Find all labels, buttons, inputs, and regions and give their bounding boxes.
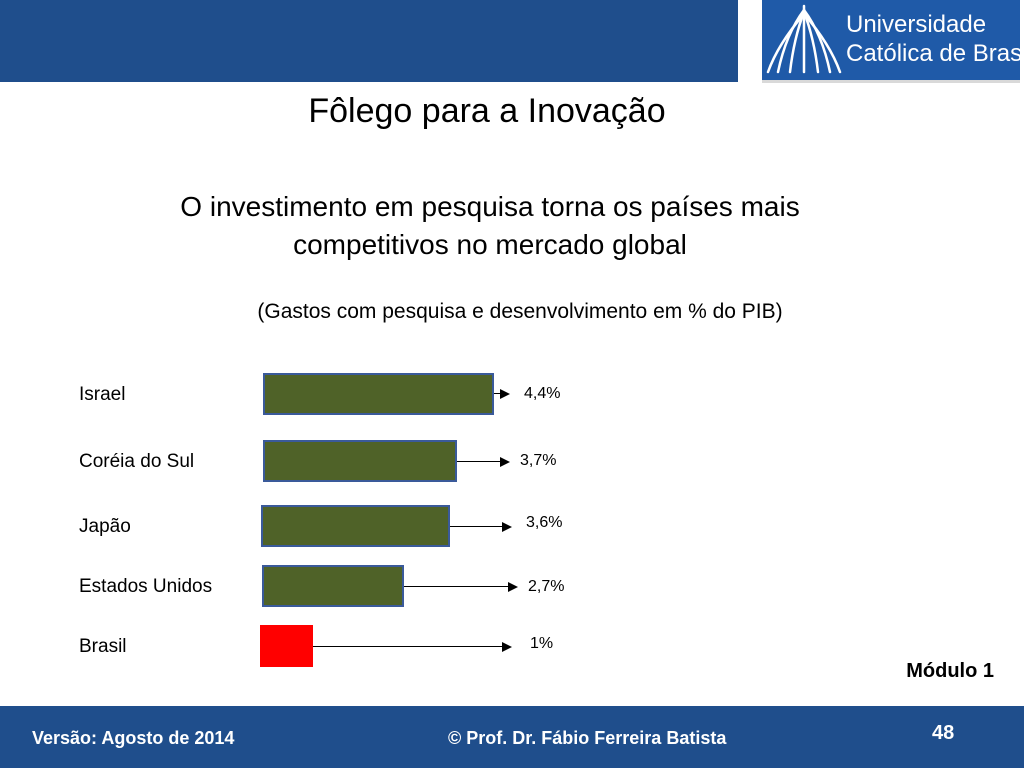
value-arrow (404, 586, 510, 587)
chart-caption: (Gastos com pesquisa e desenvolvimento e… (257, 300, 783, 323)
arrow-head-icon (500, 456, 510, 467)
value-label: 3,7% (520, 452, 557, 469)
value-arrow (457, 461, 502, 462)
header-band (0, 0, 738, 82)
slide-title: Fôlego para a Inovação (308, 92, 666, 130)
logo-line-1: Universidade (846, 11, 987, 38)
university-logo: Universidade Católica de Brasília (762, 0, 1024, 83)
value-label: 2,7% (528, 578, 565, 595)
arrow-head-icon (502, 641, 512, 652)
page-number: 48 (932, 722, 955, 744)
country-label: Israel (79, 384, 126, 405)
country-label: Brasil (79, 636, 127, 657)
module-label: Módulo 1 (906, 660, 994, 682)
value-label: 1% (530, 635, 554, 652)
cathedral-logo-icon (766, 4, 842, 74)
slide-subtitle: O investimento em pesquisa torna os país… (60, 188, 920, 264)
footer-version: Versão: Agosto de 2014 (32, 728, 235, 748)
footer-band: Versão: Agosto de 2014 © Prof. Dr. Fábio… (0, 706, 1024, 768)
bar (260, 625, 313, 667)
arrow-head-icon (500, 388, 510, 399)
country-label: Coréia do Sul (79, 451, 195, 472)
value-arrow (313, 646, 504, 647)
subtitle-line-2: competitivos no mercado global (293, 229, 687, 260)
footer-author: © Prof. Dr. Fábio Ferreira Batista (448, 728, 727, 748)
value-arrow (450, 526, 504, 527)
bar (262, 565, 404, 607)
logo-line-2: Católica de Brasília (846, 40, 1024, 67)
country-label: Estados Unidos (79, 576, 213, 597)
bar (263, 373, 494, 415)
value-label: 3,6% (526, 514, 563, 531)
arrow-head-icon (502, 521, 512, 532)
logo-text: Universidade Católica de Brasília (846, 10, 1024, 68)
subtitle-line-1: O investimento em pesquisa torna os país… (180, 191, 800, 222)
country-label: Japão (79, 516, 131, 537)
bar (263, 440, 457, 482)
arrow-head-icon (508, 581, 518, 592)
bar (261, 505, 450, 547)
value-label: 4,4% (524, 385, 561, 402)
value-arrow (494, 393, 502, 394)
